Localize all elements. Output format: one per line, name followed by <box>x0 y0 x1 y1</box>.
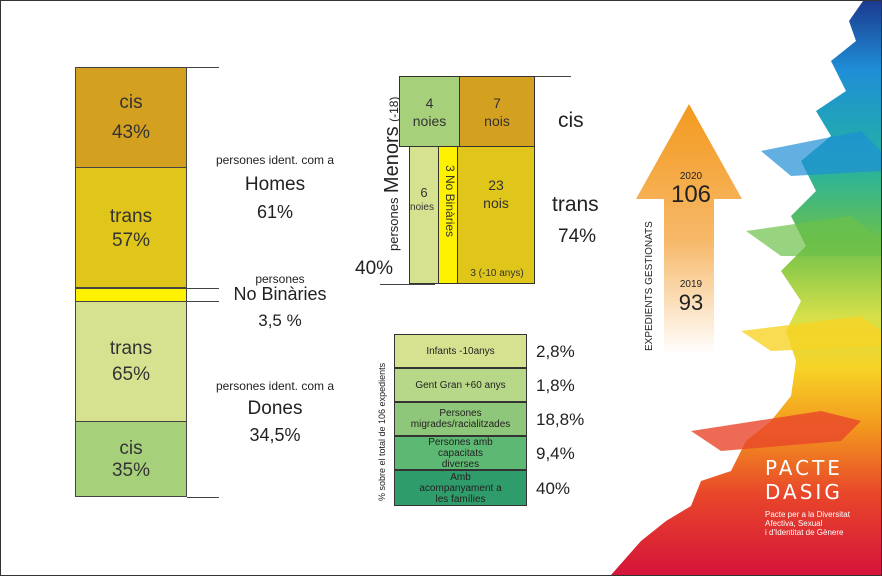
minors-trans-label: trans <box>552 193 599 216</box>
category-row: Gent Gran +60 anys <box>394 368 527 402</box>
boys-cis-num: 7 <box>493 95 501 111</box>
bar-men-trans: trans 57% <box>75 167 187 288</box>
minors-cis-label: cis <box>558 109 584 132</box>
women-cis-pct: 35% <box>111 460 151 481</box>
women-cis-label: cis <box>119 438 143 459</box>
men-label-line1: persones ident. com a <box>215 153 335 167</box>
category-value: 2,8% <box>536 342 575 361</box>
minors-boys-trans: 23 nois 3 (-10 anys) <box>457 146 535 284</box>
categories-side-label: % sobre el total de 106 expedients <box>377 362 387 501</box>
women-label-line1: persones ident. com a <box>215 379 335 393</box>
women-trans-label: trans <box>109 338 153 359</box>
arrow-year-old: 2019 <box>679 279 703 290</box>
bracket-line-top <box>187 67 219 68</box>
arrow-caption: EXPEDIENTS GESTIONATS <box>644 221 655 351</box>
category-value: 40% <box>536 479 571 498</box>
nb-label-line2: No Binàries <box>233 284 327 304</box>
bracket-line-nb-top <box>187 288 219 289</box>
category-label: Infants -10anys <box>426 345 495 357</box>
category-label: Gent Gran +60 anys <box>415 379 506 391</box>
minors-under10: 3 (-10 anys) <box>470 268 524 279</box>
boys-cis-label: nois <box>484 113 510 129</box>
bracket-line-nb-bottom <box>187 301 219 302</box>
men-trans-pct: 57% <box>111 230 151 251</box>
girls-trans-label: noies <box>410 202 434 213</box>
logo-sub-1: Pacte per a la Diversitat <box>765 510 850 519</box>
girls-trans-num: 6 <box>420 185 428 200</box>
category-value: 1,8% <box>536 376 575 395</box>
nb-group-label: persones No Binàries 3,5 % <box>215 272 345 331</box>
logo-sub-3: i d'Identitat de Gènere <box>765 528 844 537</box>
minors-girls-cis: 4 noies <box>399 76 460 147</box>
women-label-pct: 34,5% <box>249 425 301 445</box>
nb-label-line1: persones <box>255 272 305 286</box>
bar-men-cis: cis 43% <box>75 67 187 168</box>
minors-nonbinary: 3 No Binàries <box>438 146 458 284</box>
logo-line-1: PACTE <box>765 456 843 480</box>
bar-women-cis: cis 35% <box>75 421 187 497</box>
minors-nb-label: 3 No Binàries <box>443 165 457 238</box>
men-label-line2: Homes <box>244 174 306 195</box>
boys-trans-label: nois <box>483 195 509 211</box>
category-label: Amb acompanyament a les famílies <box>419 471 502 505</box>
women-group-label: persones ident. com a Dones 34,5% <box>195 379 355 446</box>
girls-cis-num: 4 <box>425 95 434 111</box>
pacte-dasig-logo: PACTE DASIG Pacte per a la Diversitat Af… <box>765 456 875 537</box>
bar-nonbinary <box>75 288 187 302</box>
minors-girls-trans: 6 noies <box>409 146 439 284</box>
girls-cis-label: noies <box>412 113 447 129</box>
women-trans-pct: 65% <box>111 364 151 385</box>
category-row: Persones amb capacitats diverses <box>394 436 527 470</box>
nb-label-pct: 3,5 % <box>258 311 302 330</box>
logo-sub-2: Afectiva, Sexual <box>765 519 823 528</box>
men-cis-pct: 43% <box>111 122 151 143</box>
minors-total-pct: 40% <box>355 258 394 279</box>
men-trans-label: trans <box>109 206 153 227</box>
category-value: 9,4% <box>536 444 575 463</box>
category-row: Infants -10anys <box>394 334 527 368</box>
men-group-label: persones ident. com a Homes 61% <box>195 153 355 223</box>
growth-arrow <box>636 104 742 354</box>
category-label: Persones amb capacitats diverses <box>428 436 493 470</box>
bracket-line-bottom <box>187 497 219 498</box>
category-row: Amb acompanyament a les famílies <box>394 470 527 506</box>
arrow-count-new: 106 <box>670 181 712 208</box>
men-cis-label: cis <box>119 92 143 113</box>
boys-trans-num: 23 <box>488 177 504 193</box>
category-row: Persones migrades/racialitzades <box>394 402 527 436</box>
minors-boys-cis: 7 nois <box>459 76 535 147</box>
women-label-line2: Dones <box>247 398 303 419</box>
bar-women-trans: trans 65% <box>75 301 187 422</box>
men-label-pct: 61% <box>256 202 294 222</box>
category-label: Persones migrades/racialitzades <box>410 408 511 430</box>
arrow-year-new: 2020 <box>679 171 703 182</box>
arrow-count-old: 93 <box>678 290 704 315</box>
category-value: 18,8% <box>536 410 585 429</box>
logo-line-2: DASIG <box>765 480 843 504</box>
minors-side-small: persones <box>386 197 401 251</box>
minors-line-bottom <box>380 284 435 285</box>
minors-trans-pct: 74% <box>558 226 597 247</box>
